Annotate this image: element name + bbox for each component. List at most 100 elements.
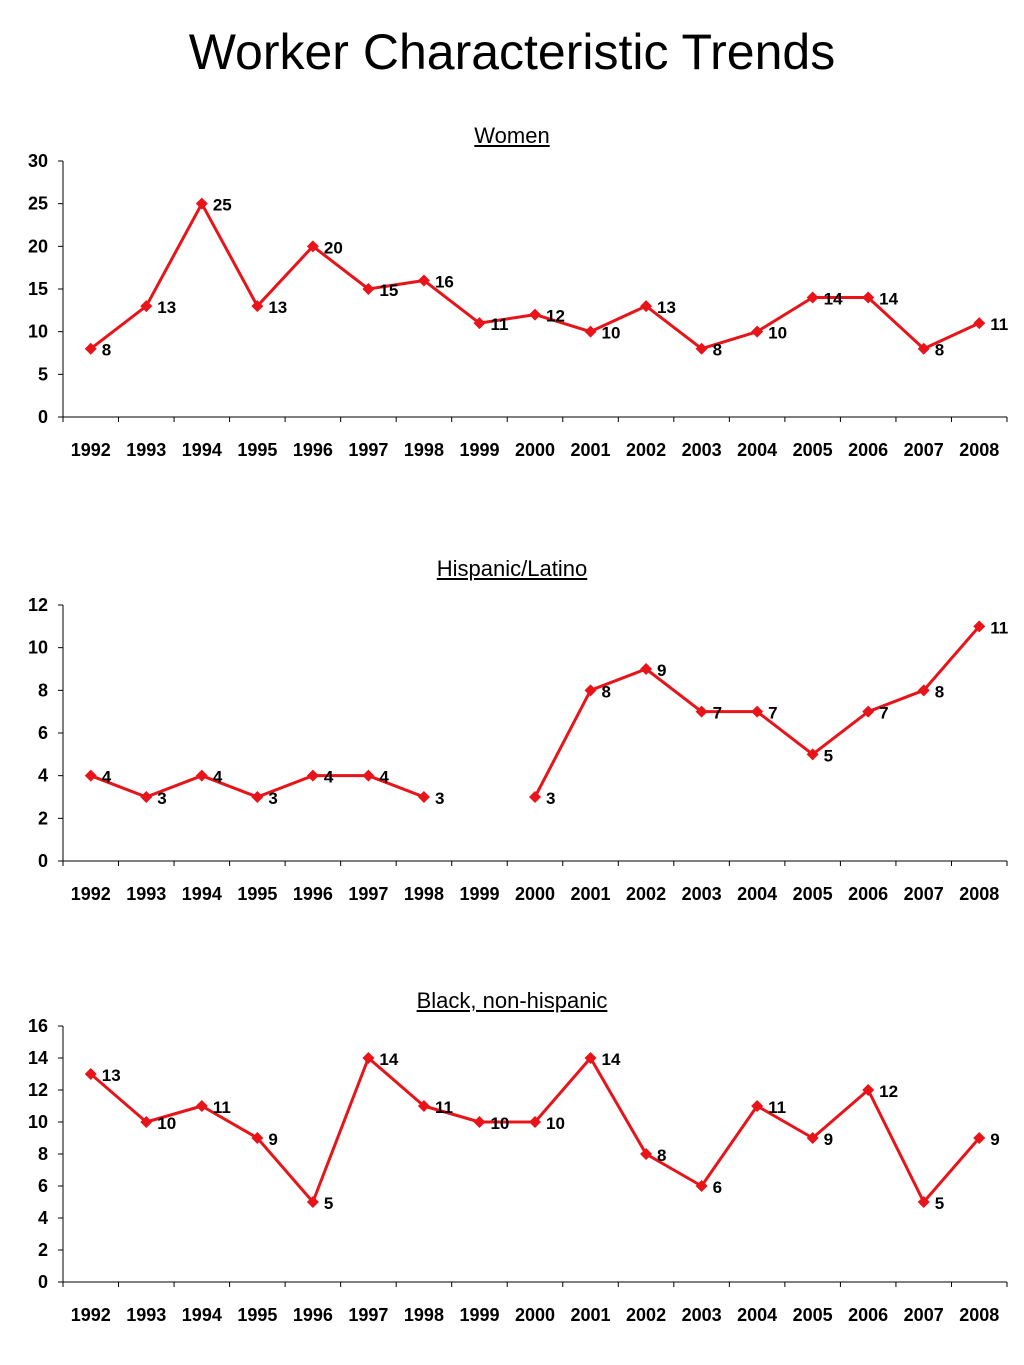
data-label: 14 [602, 1050, 621, 1069]
x-tick-label: 2004 [737, 1305, 777, 1325]
x-tick-label: 1992 [71, 1305, 111, 1325]
data-label: 4 [324, 768, 334, 787]
x-tick-label: 2003 [682, 1305, 722, 1325]
x-tick-label: 1998 [404, 1305, 444, 1325]
data-label: 25 [213, 196, 232, 215]
data-label: 9 [268, 1130, 277, 1149]
x-tick-label: 1994 [182, 884, 222, 904]
data-label: 8 [935, 341, 944, 360]
x-tick-label: 2007 [904, 440, 944, 460]
x-tick-label: 1995 [237, 440, 277, 460]
data-label: 12 [546, 307, 565, 326]
data-point [584, 684, 597, 697]
data-label: 10 [490, 1114, 509, 1133]
x-tick-label: 1999 [459, 884, 499, 904]
data-label: 9 [824, 1130, 833, 1149]
data-label: 9 [657, 661, 666, 680]
data-label: 4 [213, 768, 223, 787]
x-tick-label: 1996 [293, 1305, 333, 1325]
x-tick-label: 2003 [682, 884, 722, 904]
chart-title-hispanic-latino: Hispanic/Latino [436, 556, 588, 581]
x-tick-label: 2004 [737, 884, 777, 904]
chart-title-black-non-hispanic: Black, non-hispanic [416, 988, 608, 1013]
x-tick-label: 2000 [515, 1305, 555, 1325]
x-tick-label: 2005 [793, 1305, 833, 1325]
plot-hispanic-latino: 0 2 4 6 8 10 12 1992 1993 1994 1995 1996 1997 1998 199… [28, 595, 1008, 904]
y-tick-label: 5 [38, 364, 48, 384]
data-label: 16 [435, 272, 454, 291]
x-tick-label: 1994 [182, 1305, 222, 1325]
data-label: 3 [435, 789, 444, 808]
x-tick-label: 2007 [904, 884, 944, 904]
data-label: 10 [157, 1114, 176, 1133]
x-tick-label: 2007 [904, 1305, 944, 1325]
data-point [195, 769, 208, 782]
data-point [195, 1100, 208, 1112]
y-tick-label: 30 [28, 151, 48, 171]
y-tick-label: 12 [28, 1080, 48, 1100]
data-point [529, 791, 541, 803]
data-point [584, 325, 597, 338]
x-tick-label: 2006 [848, 884, 888, 904]
x-tick-label: 2000 [515, 440, 555, 460]
y-tick-label: 4 [38, 1208, 48, 1228]
data-label: 3 [546, 789, 555, 808]
x-tick-label: 1994 [182, 440, 222, 460]
y-tick-label: 15 [28, 279, 48, 299]
data-point [917, 1196, 930, 1208]
data-label: 5 [935, 1194, 944, 1213]
x-tick-label: 1999 [459, 1305, 499, 1325]
chart-title-women: Women [474, 123, 550, 148]
data-point [917, 684, 930, 697]
data-point [84, 342, 97, 355]
data-label: 13 [657, 298, 676, 317]
series-line [89, 1056, 981, 1204]
data-point [973, 620, 986, 633]
data-point [973, 1132, 986, 1144]
x-tick-label: 1998 [404, 884, 444, 904]
data-point [862, 291, 875, 304]
data-label: 3 [268, 789, 277, 808]
data-point [640, 663, 653, 675]
y-tick-label: 2 [38, 808, 48, 828]
data-point [751, 1100, 764, 1112]
data-point [862, 705, 875, 718]
x-tick-label: 2008 [959, 440, 999, 460]
data-point [195, 197, 208, 210]
data-point [695, 705, 708, 718]
data-point [917, 342, 930, 355]
y-tick-label: 25 [28, 194, 48, 214]
x-tick-label: 1999 [459, 440, 499, 460]
x-tick-label: 2001 [571, 1305, 611, 1325]
data-label: 14 [879, 290, 898, 309]
data-label: 5 [324, 1194, 333, 1213]
data-point [473, 317, 486, 330]
data-label: 11 [990, 315, 1008, 334]
x-tick-label: 1998 [404, 440, 444, 460]
y-tick-label: 10 [28, 638, 48, 658]
y-tick-label: 4 [38, 766, 48, 786]
data-label: 11 [768, 1098, 786, 1117]
data-point [251, 300, 264, 313]
data-label: 13 [102, 1066, 121, 1085]
data-point [251, 1132, 264, 1144]
x-tick-label: 1995 [237, 1305, 277, 1325]
y-tick-label: 6 [38, 723, 48, 743]
data-point [862, 1084, 875, 1096]
data-point [84, 769, 97, 782]
x-tick-label: 2008 [959, 1305, 999, 1325]
data-point [417, 1100, 430, 1112]
data-point [306, 769, 319, 782]
data-label: 13 [157, 298, 176, 317]
y-tick-label: 0 [38, 1272, 48, 1292]
x-tick-label: 1996 [293, 884, 333, 904]
x-tick-label: 1996 [293, 440, 333, 460]
x-tick-label: 2005 [793, 440, 833, 460]
data-label: 5 [824, 746, 833, 765]
data-point [251, 791, 264, 803]
x-tick-label: 2003 [682, 440, 722, 460]
data-point [362, 283, 375, 295]
x-tick-label: 1995 [237, 884, 277, 904]
data-label: 10 [546, 1114, 565, 1133]
